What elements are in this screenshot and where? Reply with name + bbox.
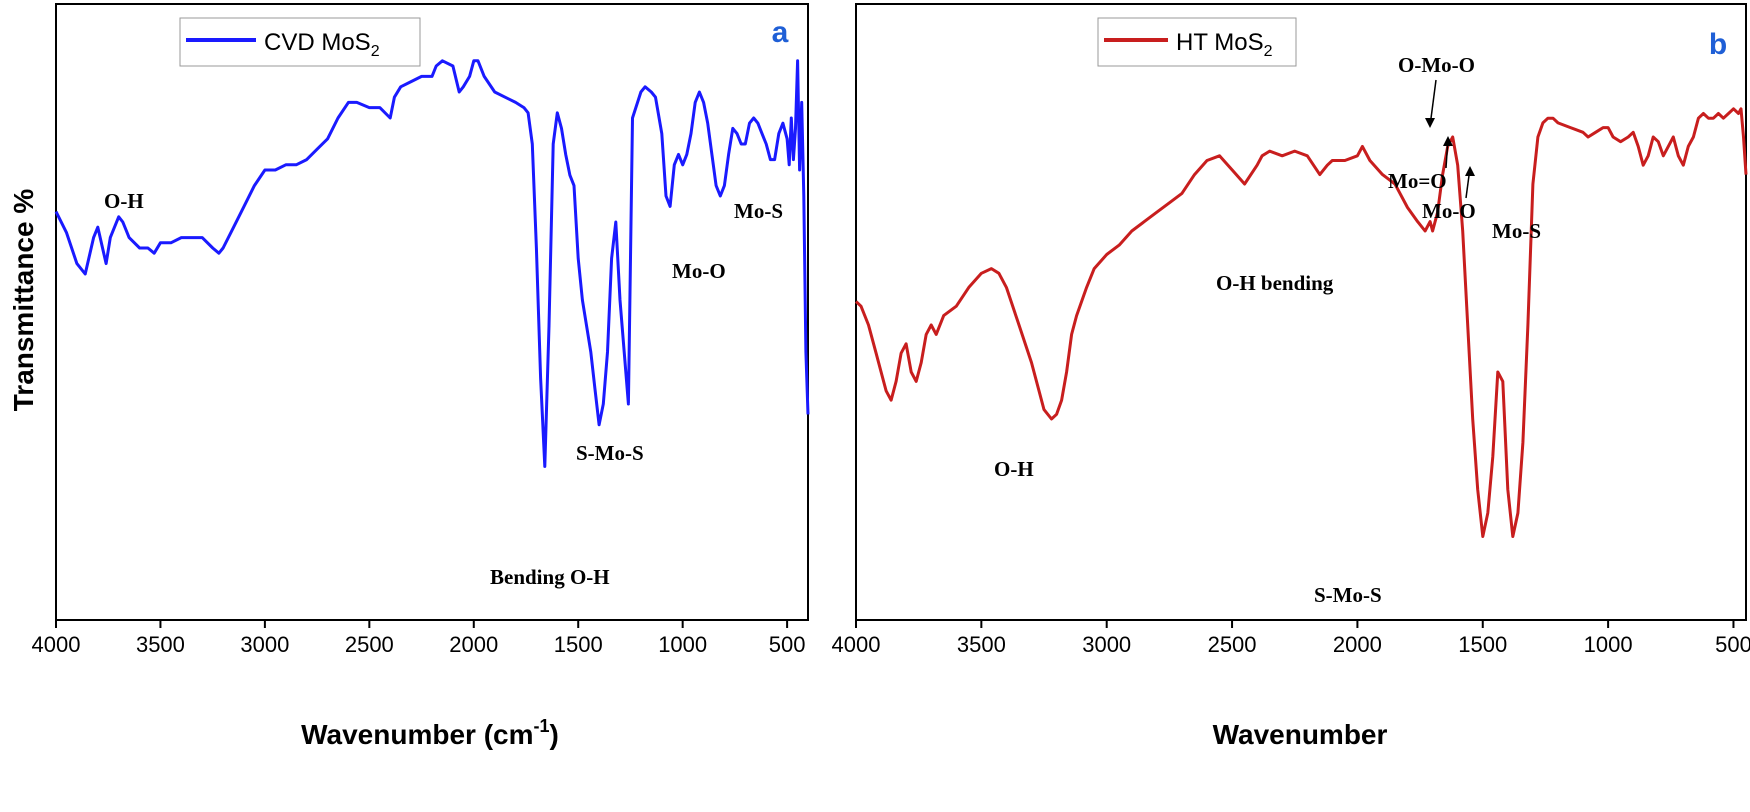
panel-a-legend-label: CVD MoS2 <box>264 29 380 60</box>
panel-a-letter: a <box>772 16 789 49</box>
annotation-mo-o: Mo-O <box>672 259 726 283</box>
panel-a-tick-label-2000: 2000 <box>449 632 498 657</box>
panel-b-tick-label-4000: 4000 <box>832 632 881 657</box>
panel-a-x-axis-title: Wavenumber (cm-1) <box>301 716 559 750</box>
panel-a-tick-label-2500: 2500 <box>345 632 394 657</box>
panel-b-x-ticks: 4000 3500 3000 2500 2000 1500 1000 500 <box>832 620 1750 657</box>
panel-b-tick-label-2000: 2000 <box>1333 632 1382 657</box>
panel-a-tick-label-1500: 1500 <box>554 632 603 657</box>
panel-b-x-axis-title: Wavenumber <box>1213 719 1388 750</box>
panel-a-frame <box>55 3 809 621</box>
panel-b-series-line <box>854 107 1748 538</box>
panel-a-tick-label-3000: 3000 <box>240 632 289 657</box>
annotation-s-mo-s-b: S-Mo-S <box>1314 583 1382 607</box>
panel-b-tick-label-500: 500 <box>1715 632 1750 657</box>
annotation-bending-o-h: Bending O-H <box>490 565 610 589</box>
annotation-mo-o-b: Mo-O <box>1422 199 1476 223</box>
panel-b-frame <box>855 3 1747 621</box>
panel-b-tick-label-1500: 1500 <box>1458 632 1507 657</box>
panel-a-tick-label-500: 500 <box>769 632 806 657</box>
annotation-o-h-bending: O-H bending <box>1216 271 1334 295</box>
panel-b: 4000 3500 3000 2500 2000 1500 1000 500 HT MoS2 … <box>832 3 1750 750</box>
annotation-mo-s: Mo-S <box>734 199 783 223</box>
annotation-mo-s-b: Mo-S <box>1492 219 1541 243</box>
annotation-o-h-b: O-H <box>994 457 1034 481</box>
panel-b-legend-label: HT MoS2 <box>1176 29 1273 60</box>
annotation-mo-eq-o: Mo=O <box>1388 169 1447 193</box>
arrow-o-mo-o-head <box>1425 118 1435 128</box>
annotation-s-mo-s: S-Mo-S <box>576 441 644 465</box>
panel-a-tick-label-3500: 3500 <box>136 632 185 657</box>
panel-b-tick-label-1000: 1000 <box>1584 632 1633 657</box>
panel-a-x-ticks: 4000 3500 3000 2500 2000 1500 1000 500 <box>32 620 806 657</box>
arrow-mo-o-b-head <box>1465 166 1475 176</box>
panel-b-tick-label-3500: 3500 <box>957 632 1006 657</box>
panel-b-tick-label-2500: 2500 <box>1208 632 1257 657</box>
arrow-mo-eq-o-head <box>1443 136 1453 146</box>
annotation-o-mo-o: O-Mo-O <box>1398 53 1475 77</box>
y-axis-title: Transmittance % <box>8 189 39 412</box>
panel-a-series-line <box>54 59 810 468</box>
panel-a-tick-label-4000: 4000 <box>32 632 81 657</box>
annotation-o-h: O-H <box>104 189 144 213</box>
panel-b-tick-label-3000: 3000 <box>1082 632 1131 657</box>
panel-a: 4000 3500 3000 2500 2000 1500 1000 500 CVD MoS2… <box>32 3 810 750</box>
panel-b-letter: b <box>1709 28 1727 61</box>
panel-a-tick-label-1000: 1000 <box>658 632 707 657</box>
